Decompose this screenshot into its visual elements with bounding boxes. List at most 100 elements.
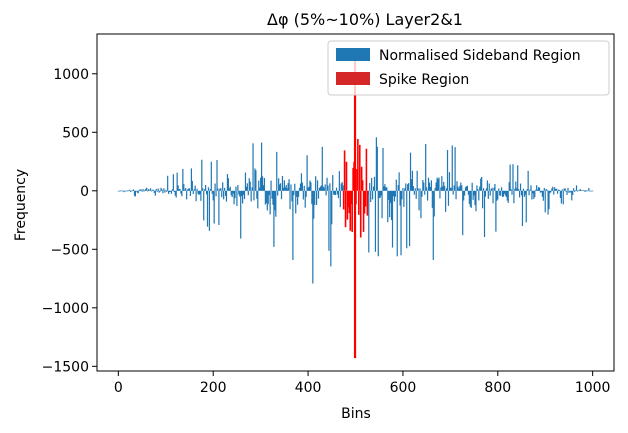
sideband-bar (326, 177, 328, 191)
sideband-bar (493, 187, 495, 191)
sideband-bar (244, 172, 247, 191)
sideband-bar (192, 190, 194, 195)
sideband-bar (333, 190, 335, 195)
sideband-bar (309, 180, 311, 191)
sideband-bar (294, 183, 296, 191)
sideband-bar (260, 142, 263, 191)
sideband-bar (386, 187, 388, 191)
sideband-bar (428, 182, 431, 191)
sideband-bar (581, 190, 583, 191)
sideband-bar (155, 188, 157, 191)
sideband-bar (224, 190, 227, 197)
sideband-bar (258, 180, 260, 191)
sideband-bar (295, 190, 297, 214)
sideband-bar (406, 190, 408, 249)
sideband-bar (238, 190, 240, 195)
sideband-bar (448, 172, 451, 191)
sideband-bar (311, 190, 313, 205)
sideband-bar (273, 190, 275, 247)
sideband-bar (161, 189, 163, 191)
sideband-bar (263, 178, 266, 191)
sideband-bar (400, 190, 402, 256)
sideband-bar (441, 176, 443, 191)
sideband-bar (227, 178, 229, 191)
sideband-bar (435, 182, 437, 191)
sideband-bar (510, 189, 512, 191)
sideband-bar (540, 190, 543, 193)
sideband-bar (450, 187, 452, 191)
sideband-bar (375, 137, 377, 191)
sideband-bar (553, 190, 555, 195)
x-axis-label: Bins (341, 406, 371, 422)
sideband-bar (574, 190, 576, 192)
sideband-bar (248, 178, 250, 191)
sideband-bar (131, 190, 133, 192)
sideband-bar (246, 183, 248, 191)
sideband-bar (454, 147, 456, 191)
sideband-bar (275, 190, 277, 217)
legend-label-sideband: Normalised Sideband Region (379, 48, 581, 64)
sideband-bar (152, 189, 155, 191)
sideband-bar (262, 185, 265, 191)
sideband-bar (261, 176, 264, 191)
sideband-bar (315, 176, 317, 191)
sideband-bar (412, 185, 414, 191)
sideband-bar (280, 190, 283, 200)
sideband-bar (452, 190, 454, 195)
sideband-bar (271, 190, 273, 199)
sideband-bar (554, 187, 556, 191)
sideband-bar (560, 190, 562, 204)
sideband-bar (417, 188, 419, 191)
sideband-bar (537, 187, 540, 191)
sideband-bar (281, 175, 284, 191)
sideband-bar (551, 188, 553, 191)
sideband-bar (371, 177, 373, 191)
y-tick-label: −1000 (42, 301, 89, 317)
sideband-bar (370, 190, 372, 203)
sideband-bar (205, 190, 208, 195)
sideband-bar (125, 190, 127, 192)
sideband-bar (149, 188, 152, 191)
sideband-bar (372, 186, 375, 191)
sideband-bar (544, 190, 546, 213)
sideband-bar (402, 188, 404, 191)
sideband-bar (290, 184, 292, 191)
sideband-bar (167, 175, 169, 191)
sideband-bar (377, 190, 379, 257)
sideband-bar (274, 190, 276, 211)
sideband-bar (429, 186, 432, 191)
sideband-bar (436, 177, 438, 191)
sideband-bar (334, 190, 337, 196)
sideband-bar (182, 168, 184, 191)
sideband-bar (444, 185, 446, 191)
sideband-bar (431, 190, 433, 208)
sideband-bar (243, 190, 246, 200)
sideband-bar (240, 190, 242, 239)
sideband-bar (118, 190, 120, 192)
sideband-bar (590, 190, 592, 192)
sideband-bar (316, 190, 318, 205)
sideband-bar (222, 182, 224, 191)
sideband-bar (300, 173, 303, 191)
sideband-bar (442, 186, 444, 191)
sideband-bar (466, 185, 469, 191)
sideband-bar (149, 190, 151, 191)
sideband-bar (518, 189, 520, 191)
sideband-bar (401, 190, 403, 200)
sideband-bar (121, 190, 123, 192)
sideband-bar (173, 190, 175, 193)
sideband-bar (163, 188, 165, 191)
sideband-bar (143, 190, 145, 192)
sideband-bar (331, 190, 333, 225)
sideband-bar (583, 190, 585, 191)
sideband-bar (298, 187, 301, 191)
sideband-bar (445, 190, 447, 212)
sideband-bar (216, 160, 218, 191)
sideband-bar (293, 190, 295, 196)
sideband-bar (409, 152, 412, 191)
sideband-bar (193, 189, 195, 191)
sideband-bar (549, 190, 551, 194)
sideband-bar (538, 187, 541, 191)
sideband-bar (528, 190, 530, 196)
sideband-bar (165, 189, 167, 191)
